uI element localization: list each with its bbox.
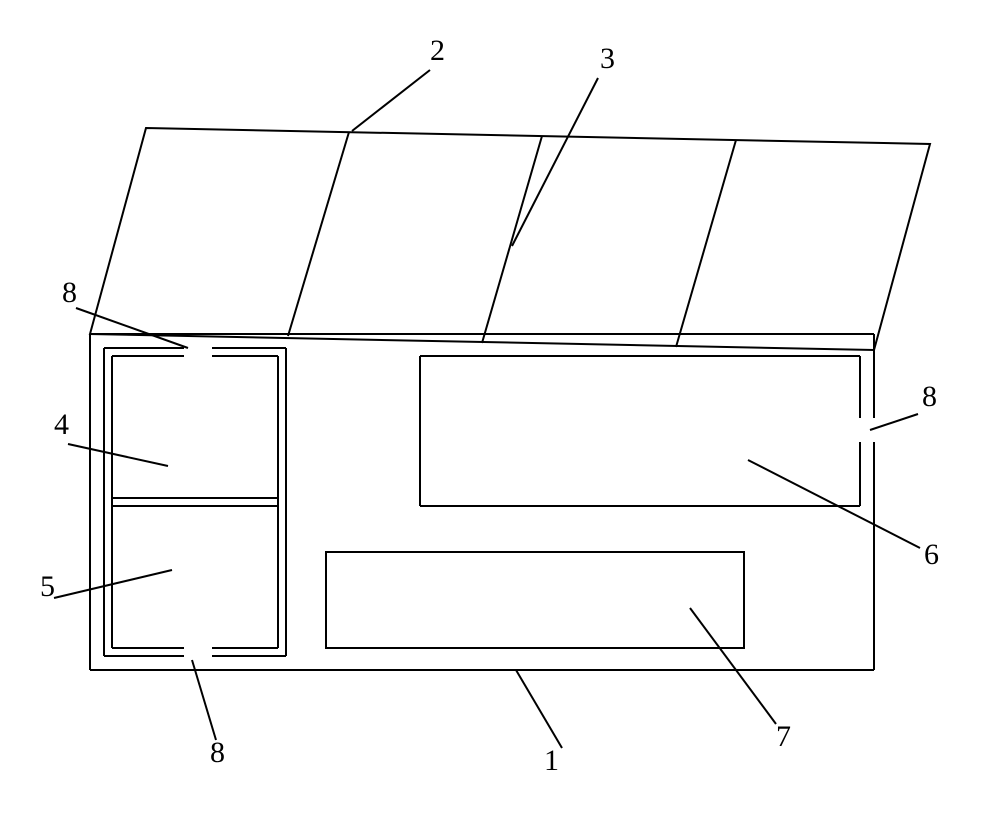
roof-panel-line-2 bbox=[676, 140, 736, 347]
technical-diagram: 1 2 3 4 5 6 7 8 8 8 bbox=[0, 0, 1000, 816]
roof-panel-line-1 bbox=[482, 136, 542, 343]
label-8a: 8 bbox=[62, 276, 77, 309]
leader-6 bbox=[748, 460, 920, 548]
leader-4 bbox=[68, 444, 168, 466]
label-5: 5 bbox=[40, 570, 55, 603]
leader-8a bbox=[76, 308, 188, 348]
label-8c: 8 bbox=[210, 736, 225, 769]
leader-7 bbox=[690, 608, 776, 724]
label-6: 6 bbox=[924, 538, 939, 571]
leader-1 bbox=[516, 670, 562, 748]
label-2: 2 bbox=[430, 34, 445, 67]
label-4: 4 bbox=[54, 408, 69, 441]
label-1: 1 bbox=[544, 744, 559, 777]
roof-outline bbox=[90, 128, 930, 350]
label-8b: 8 bbox=[922, 380, 937, 413]
leader-2 bbox=[352, 70, 430, 131]
leader-8b bbox=[870, 414, 918, 430]
leader-8c bbox=[192, 660, 216, 740]
box7 bbox=[326, 552, 744, 648]
roof-panel-line-0 bbox=[288, 132, 349, 336]
label-3: 3 bbox=[600, 42, 615, 75]
label-7: 7 bbox=[776, 720, 791, 753]
leader-3 bbox=[512, 78, 598, 246]
